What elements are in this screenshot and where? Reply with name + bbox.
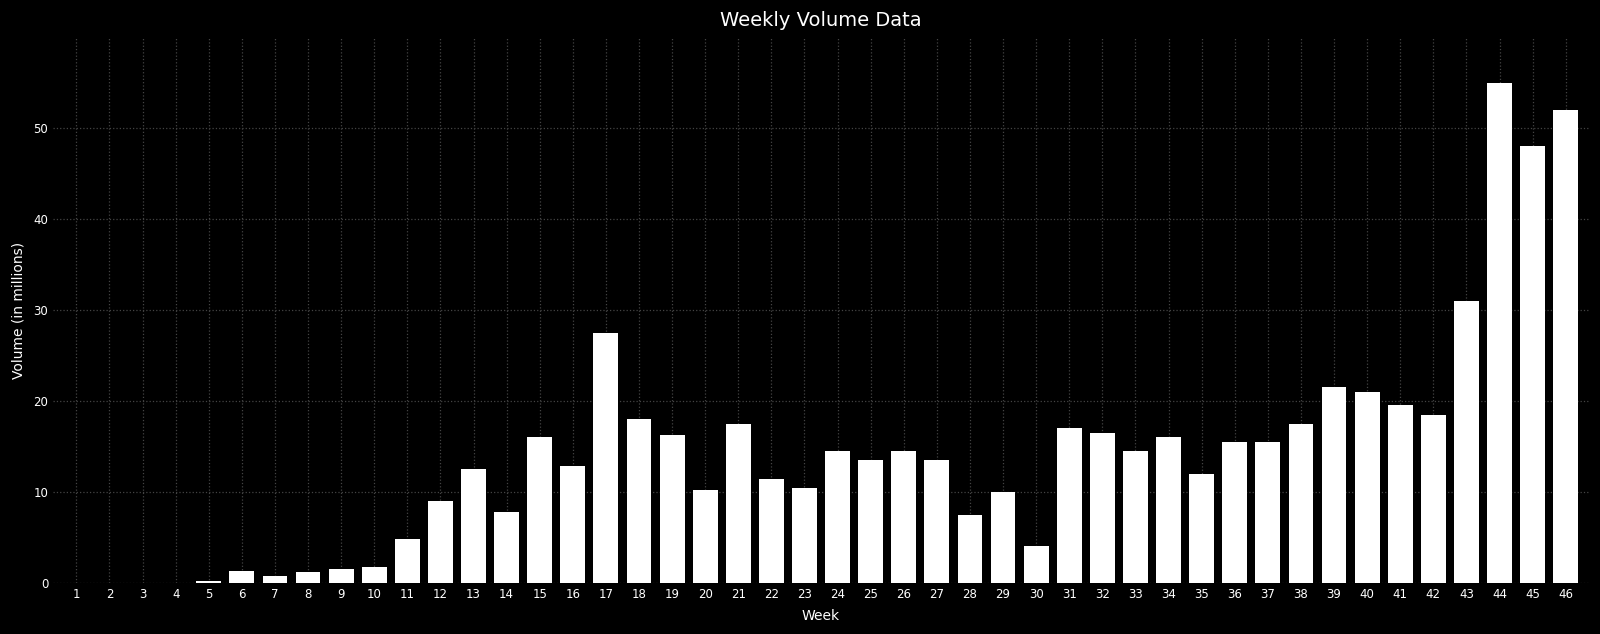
Bar bbox=[528, 437, 552, 583]
Bar bbox=[1322, 387, 1347, 583]
Bar bbox=[1387, 405, 1413, 583]
Bar bbox=[726, 424, 750, 583]
Bar bbox=[957, 515, 982, 583]
Title: Weekly Volume Data: Weekly Volume Data bbox=[720, 11, 922, 30]
Y-axis label: Volume (in millions): Volume (in millions) bbox=[11, 242, 26, 378]
Bar bbox=[197, 581, 221, 583]
Bar bbox=[461, 469, 486, 583]
Bar bbox=[1288, 424, 1314, 583]
Bar bbox=[925, 460, 949, 583]
Bar bbox=[1189, 474, 1214, 583]
Bar bbox=[891, 451, 917, 583]
Bar bbox=[262, 576, 288, 583]
Bar bbox=[758, 479, 784, 583]
Bar bbox=[1421, 415, 1446, 583]
Bar bbox=[1157, 437, 1181, 583]
Bar bbox=[826, 451, 850, 583]
Bar bbox=[659, 436, 685, 583]
Bar bbox=[1520, 146, 1546, 583]
Bar bbox=[229, 571, 254, 583]
Bar bbox=[792, 488, 818, 583]
Bar bbox=[1024, 547, 1048, 583]
Bar bbox=[362, 567, 387, 583]
Bar bbox=[1222, 442, 1246, 583]
Bar bbox=[1454, 301, 1478, 583]
Bar bbox=[1486, 82, 1512, 583]
Bar bbox=[328, 569, 354, 583]
Bar bbox=[1256, 442, 1280, 583]
Bar bbox=[594, 333, 618, 583]
Bar bbox=[858, 460, 883, 583]
Bar bbox=[1123, 451, 1147, 583]
Bar bbox=[395, 539, 419, 583]
Bar bbox=[494, 512, 518, 583]
Bar bbox=[627, 419, 651, 583]
Bar bbox=[1355, 392, 1379, 583]
Bar bbox=[693, 490, 718, 583]
X-axis label: Week: Week bbox=[802, 609, 840, 623]
Bar bbox=[990, 492, 1016, 583]
Bar bbox=[560, 467, 586, 583]
Bar bbox=[1090, 432, 1115, 583]
Bar bbox=[1554, 110, 1578, 583]
Bar bbox=[296, 572, 320, 583]
Bar bbox=[1058, 428, 1082, 583]
Bar bbox=[429, 501, 453, 583]
